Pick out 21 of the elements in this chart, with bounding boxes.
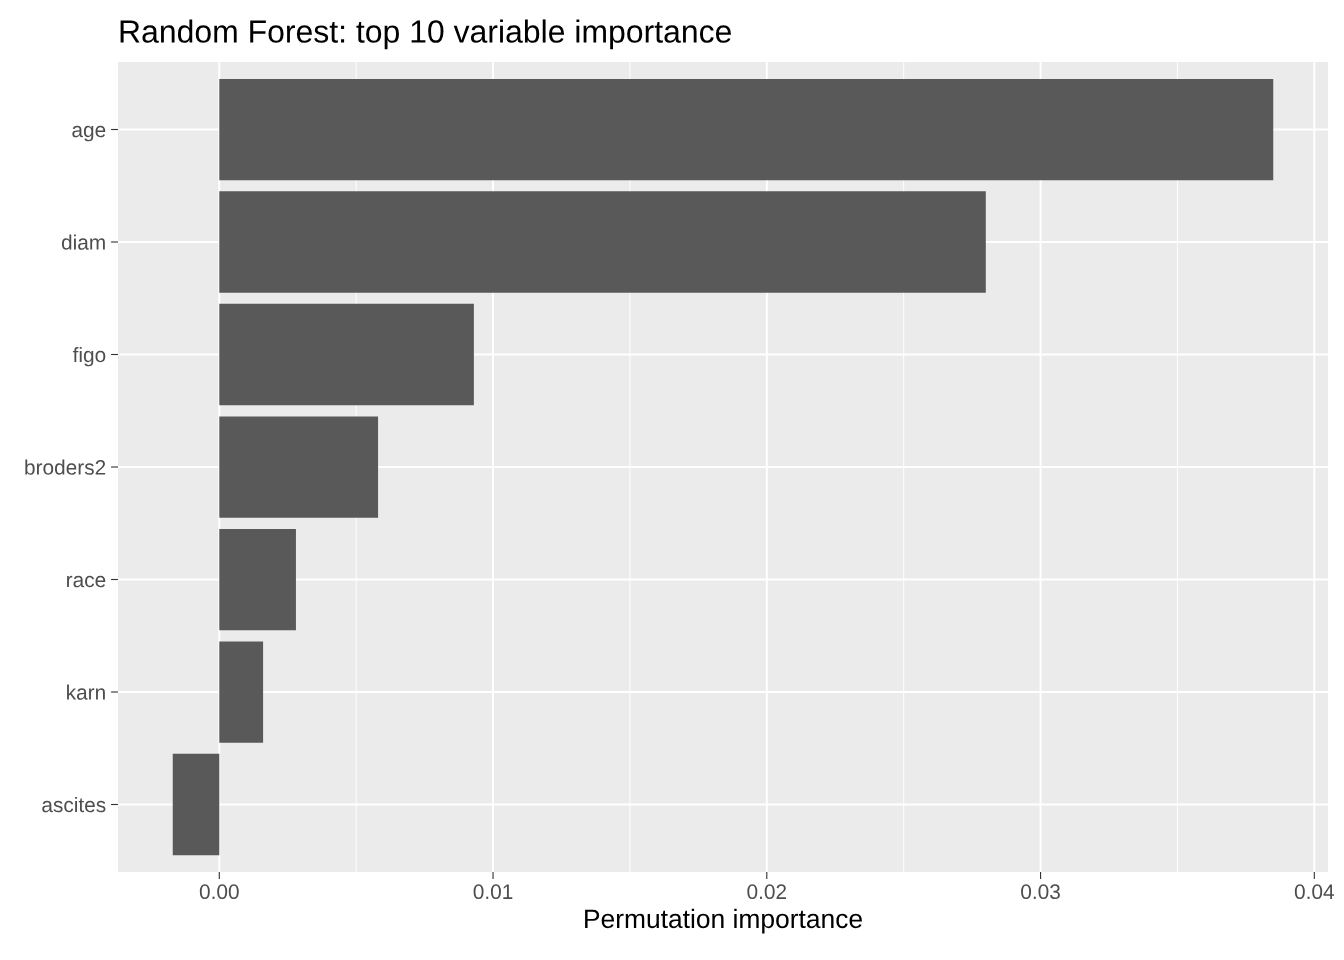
bar <box>219 78 1274 181</box>
bar <box>219 416 379 518</box>
bar <box>219 641 264 743</box>
y-tick-label: age <box>72 125 106 142</box>
y-tick-label: ascites <box>42 796 106 813</box>
y-tick-label: race <box>67 575 106 588</box>
x-tick-label: 0.04 <box>1294 884 1334 900</box>
bar <box>219 528 296 631</box>
y-tick-label: figo <box>72 346 106 367</box>
bar <box>219 191 986 293</box>
bar <box>172 753 220 856</box>
x-tick-label: 0.01 <box>473 884 513 900</box>
x-tick-label: 0.00 <box>199 884 239 900</box>
x-tick-label: 0.03 <box>1021 884 1060 900</box>
x-axis-title: Permutation importance <box>585 908 862 934</box>
y-tick-label: broders2 <box>25 459 106 475</box>
bar <box>219 303 474 406</box>
y-tick-label: karn <box>67 684 105 700</box>
y-tick-label: diam <box>61 234 105 250</box>
x-tick-label: 0.02 <box>747 884 787 900</box>
chart-title: Random Forest: top 10 variable importance <box>120 19 731 50</box>
